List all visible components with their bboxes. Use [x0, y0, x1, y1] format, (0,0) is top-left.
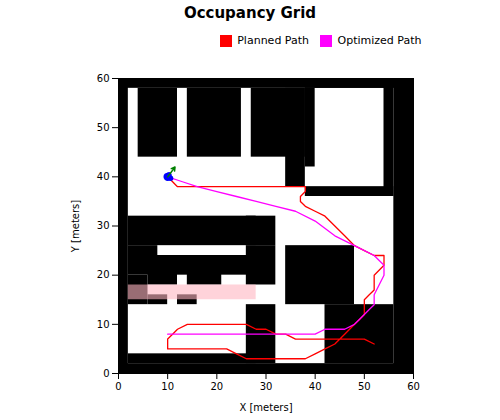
svg-text:60: 60	[96, 72, 109, 83]
html-text:Optimized Path: Optimized Path	[337, 34, 422, 47]
svg-text:50: 50	[357, 380, 370, 391]
svg-text:0: 0	[115, 380, 121, 391]
svg-text:30: 30	[96, 220, 109, 231]
svg-text:20: 20	[210, 380, 223, 391]
svg-text:Y [meters]: Y [meters]	[69, 199, 80, 252]
svg-text:50: 50	[96, 121, 109, 132]
svg-text:10: 10	[96, 318, 109, 329]
svg-text:60: 60	[407, 380, 420, 391]
svg-text:10: 10	[161, 380, 174, 391]
svg-text:40: 40	[96, 171, 109, 182]
svg-text:40: 40	[308, 380, 321, 391]
html-text:Planned Path: Planned Path	[237, 34, 309, 47]
html-text:Occupancy Grid: Occupancy Grid	[183, 4, 317, 22]
svg-text:0: 0	[103, 367, 109, 378]
svg-text:30: 30	[259, 380, 272, 391]
svg-text:20: 20	[96, 269, 109, 280]
svg-text:X [meters]: X [meters]	[239, 401, 292, 412]
